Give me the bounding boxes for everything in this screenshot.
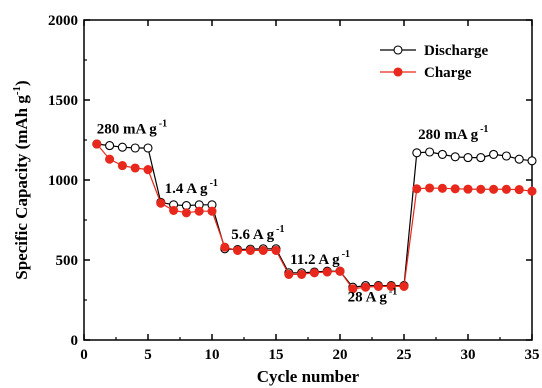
rate-annotation: 28 A g -1 (348, 287, 398, 306)
rate-annotation: 1.4 A g -1 (165, 178, 218, 197)
x-tick-label: 15 (269, 347, 284, 363)
x-tick-label: 5 (144, 347, 152, 363)
legend-item-discharge: Discharge (380, 43, 488, 59)
rate-annotation-text: 280 mA g (97, 122, 158, 138)
rate-annotation-text: 11.2 A g (290, 252, 340, 268)
data-point (92, 139, 102, 149)
rate-annotation-text: 5.6 A g (231, 227, 274, 243)
data-point (476, 153, 486, 163)
data-point (156, 198, 166, 208)
rate-annotation: 280 mA g -1 (97, 119, 167, 138)
rate-annotation-sup: -1 (276, 224, 284, 235)
rate-annotation-text: 1.4 A g (165, 181, 208, 197)
data-point (514, 154, 524, 164)
data-point (130, 163, 140, 173)
series-charge (92, 139, 537, 294)
y-tick-label: 500 (56, 253, 79, 269)
data-point (117, 142, 127, 152)
y-axis-title: Specific Capacity (mAh g-1) (11, 80, 31, 279)
data-point (476, 184, 486, 194)
data-point (309, 268, 319, 278)
rate-annotation: 11.2 A g -1 (290, 249, 350, 268)
data-point (130, 143, 140, 153)
data-point (322, 267, 332, 277)
annotation-layer: 280 mA g -11.4 A g -15.6 A g -111.2 A g -128… (97, 119, 489, 306)
data-point (373, 281, 383, 291)
data-point (527, 156, 537, 166)
data-point (386, 281, 396, 291)
data-point (463, 153, 473, 163)
data-point (489, 149, 499, 159)
data-point (501, 151, 511, 161)
data-point (245, 245, 255, 255)
rate-annotation-sup: -1 (159, 119, 167, 130)
y-tick-label: 1000 (48, 173, 78, 189)
data-point (233, 245, 243, 255)
data-point (399, 281, 409, 291)
data-point (220, 242, 230, 252)
series-layer (92, 139, 537, 294)
rate-annotation: 5.6 A g -1 (231, 224, 284, 243)
rate-annotation: 280 mA g -1 (418, 124, 488, 143)
data-point (527, 186, 537, 196)
data-point (437, 183, 447, 193)
data-point (117, 161, 127, 171)
data-point (361, 282, 371, 292)
x-tick-label: 20 (333, 347, 348, 363)
data-point (181, 208, 191, 218)
data-point (412, 148, 422, 158)
rate-annotation-sup: -1 (210, 178, 218, 189)
data-point (425, 183, 435, 193)
y-axis-title-close: ) (12, 80, 31, 86)
x-tick-label: 25 (397, 347, 412, 363)
rate-annotation-sup: -1 (342, 249, 350, 260)
data-point (450, 184, 460, 194)
data-point (348, 284, 358, 294)
data-point (143, 165, 153, 175)
y-tick-label: 2000 (48, 13, 78, 29)
x-axis: 0 5 10 15 20 25 30 35 (80, 20, 540, 363)
legend-item-charge: Charge (380, 65, 472, 81)
data-point (514, 185, 524, 195)
x-tick-label: 10 (205, 347, 220, 363)
y-tick-label: 0 (71, 333, 79, 349)
legend: Discharge Charge (380, 43, 488, 81)
y-tick-label: 1500 (48, 93, 78, 109)
x-tick-label: 30 (461, 347, 476, 363)
y-axis-title-sup: -1 (11, 86, 23, 95)
data-point (489, 184, 499, 194)
data-point (105, 154, 115, 164)
data-point (335, 266, 345, 276)
data-point (412, 184, 422, 194)
x-tick-label: 0 (80, 347, 88, 363)
data-point (463, 184, 473, 194)
data-point (207, 206, 217, 216)
data-point (450, 152, 460, 162)
legend-marker (393, 67, 403, 77)
data-point (284, 269, 294, 279)
legend-label: Charge (424, 65, 472, 81)
data-point (425, 147, 435, 157)
data-point (169, 205, 179, 215)
data-point (105, 141, 115, 151)
x-tick-label: 35 (525, 347, 540, 363)
y-axis: 0 500 1000 1500 2000 (48, 13, 532, 349)
rate-annotation-text: 280 mA g (418, 127, 479, 143)
data-point (437, 149, 447, 159)
data-point (501, 184, 511, 194)
data-point (258, 245, 268, 255)
data-point (297, 269, 307, 279)
data-point (271, 245, 281, 255)
rate-annotation-sup: -1 (389, 287, 397, 298)
legend-marker (393, 45, 403, 55)
x-axis-title: Cycle number (257, 367, 360, 386)
rate-annotation-text: 28 A g (348, 290, 388, 306)
data-point (194, 206, 204, 216)
y-axis-title-main: Specific Capacity (mAh g (12, 95, 31, 280)
legend-label: Discharge (424, 43, 488, 59)
data-point (143, 143, 153, 153)
rate-annotation-sup: -1 (480, 124, 488, 135)
